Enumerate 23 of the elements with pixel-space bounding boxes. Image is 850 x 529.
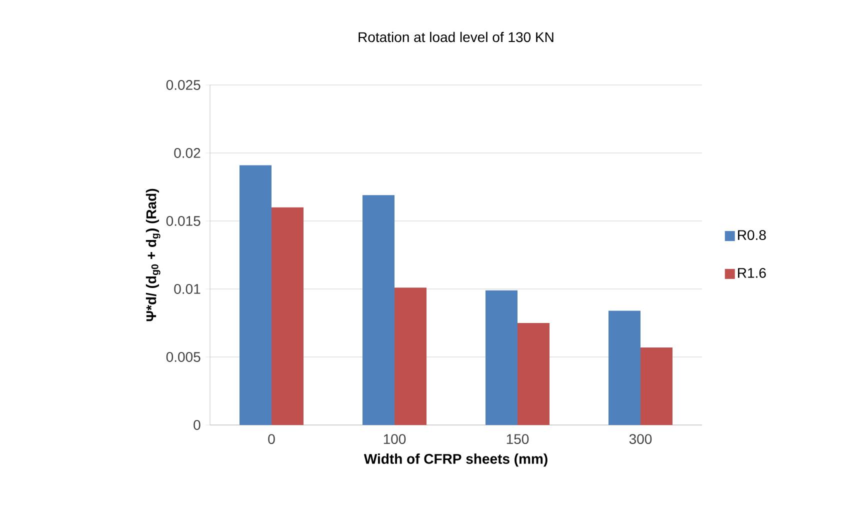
legend-label: R1.6 — [738, 268, 766, 278]
y-axis-title: Ψ*d/ (d$_{g0}$ + d$_{g}$) (Rad) — [146, 188, 160, 322]
bar — [272, 207, 304, 425]
x-tick-label: 150 — [506, 434, 529, 444]
bar — [394, 288, 427, 425]
y-tick-label: 0 — [194, 420, 200, 430]
legend-label: R0.8 — [738, 230, 766, 240]
bar — [240, 165, 272, 425]
y-tick-label: 0.025 — [166, 80, 200, 90]
x-tick-label: 0 — [268, 434, 275, 444]
y-tick-label: 0.01 — [174, 284, 200, 294]
x-tick-label: 300 — [629, 434, 652, 444]
bar — [518, 322, 550, 425]
bar — [486, 290, 518, 425]
bar — [640, 347, 672, 425]
x-axis-title: Width of CFRP sheets (mm) — [364, 454, 548, 467]
chart-title: Rotation at load level of 130 KN — [358, 32, 554, 42]
x-tick-label: 100 — [384, 434, 406, 444]
y-tick-label: 0.015 — [166, 216, 200, 226]
bar — [608, 310, 641, 425]
bar — [362, 195, 395, 425]
y-tick-label: 0.02 — [174, 148, 200, 158]
y-tick-label: 0.005 — [166, 352, 200, 362]
